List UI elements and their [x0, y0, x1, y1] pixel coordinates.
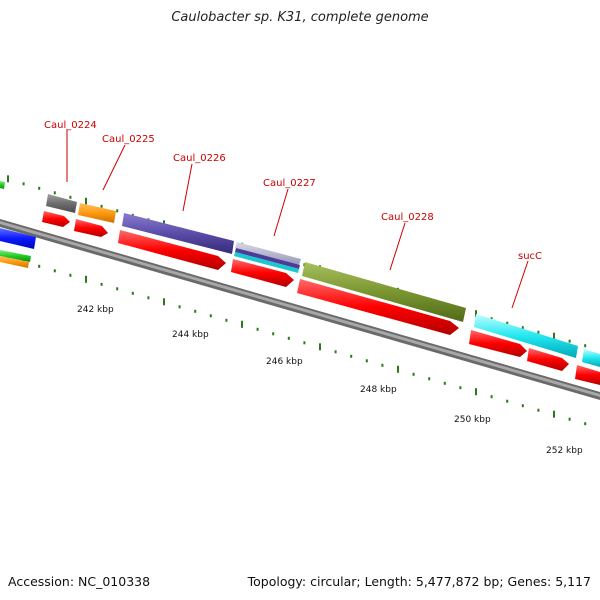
minor-tick-mark — [38, 186, 41, 190]
gene-caul-0227-low — [234, 252, 299, 273]
gene-caul-0227-mid — [235, 248, 300, 269]
major-tick-mark — [319, 343, 321, 351]
major-tick-mark — [553, 332, 555, 340]
minor-tick-mark — [147, 296, 150, 300]
minor-tick-mark — [568, 339, 571, 343]
minor-tick-mark — [584, 344, 587, 348]
major-tick-mark — [475, 310, 477, 318]
minor-tick-mark — [334, 350, 337, 354]
minor-tick-mark — [100, 282, 103, 286]
genome-backbone — [0, 219, 600, 400]
minor-tick-mark — [412, 372, 415, 376]
minor-tick-mark — [69, 195, 72, 199]
major-tick-mark — [85, 197, 87, 205]
scale-label: 248 kbp — [360, 385, 397, 395]
scale-labels: 242 kbp 244 kbp 246 kbp 248 kbp 250 kbp … — [77, 305, 583, 456]
gene-orange-lower-partial — [0, 256, 29, 268]
minor-tick-mark — [116, 209, 119, 213]
minor-tick-mark — [459, 386, 462, 390]
minor-tick-mark — [506, 321, 509, 325]
gene-labels: Caul_0224 Caul_0225 Caul_0226 Caul_0227 … — [44, 120, 542, 262]
minor-tick-mark — [537, 330, 540, 334]
major-tick-mark — [475, 388, 477, 396]
gene-caul-0228 — [302, 262, 466, 322]
minor-tick-mark — [506, 399, 509, 403]
gene-track — [0, 181, 600, 385]
minor-tick-mark — [100, 204, 103, 208]
cds-arrow — [118, 230, 226, 270]
minor-tick-mark — [521, 326, 524, 330]
minor-tick-mark — [381, 363, 384, 367]
gene-label: Caul_0227 — [263, 178, 316, 189]
minor-tick-mark — [178, 305, 181, 309]
gene-caul-0227 — [235, 242, 301, 265]
cds-arrow — [74, 219, 108, 237]
minor-tick-mark — [365, 359, 368, 363]
cds-arrow — [42, 211, 70, 227]
cds-arrow — [469, 330, 527, 357]
minor-tick-mark — [272, 332, 275, 336]
cds-arrow — [575, 365, 600, 385]
scale-label: 252 kbp — [546, 446, 583, 456]
major-tick-mark — [163, 298, 165, 306]
label-leaders — [66, 130, 529, 309]
gene-green-partial — [0, 181, 5, 189]
scale-label: 250 kbp — [454, 415, 491, 425]
gene-green-lower-partial — [0, 250, 31, 262]
major-tick-mark — [553, 410, 555, 418]
minor-tick-mark — [568, 417, 571, 421]
minor-tick-mark — [22, 182, 25, 186]
accession-text: Accession: NC_010338 — [8, 574, 151, 589]
minor-tick-mark — [537, 408, 540, 412]
major-tick-mark — [85, 275, 87, 283]
minor-tick-mark — [287, 336, 290, 340]
minor-tick-mark — [490, 317, 493, 321]
map-title: Caulobacter sp. K31, complete genome — [171, 10, 429, 25]
major-tick-mark — [397, 365, 399, 373]
gene-blue-partial — [0, 228, 36, 249]
cds-arrow — [297, 279, 459, 335]
minor-tick-mark — [131, 291, 134, 295]
minor-tick-mark — [443, 381, 446, 385]
minor-tick-mark — [38, 264, 41, 268]
scale-label: 244 kbp — [172, 330, 209, 340]
minor-tick-mark — [194, 309, 197, 313]
cds-arrow — [231, 259, 294, 287]
minor-tick-mark — [225, 318, 228, 322]
minor-tick-mark — [69, 273, 72, 277]
cds-arrow — [527, 348, 569, 371]
minor-tick-mark — [303, 341, 306, 345]
minor-tick-mark — [53, 191, 56, 195]
minor-tick-mark — [303, 263, 306, 267]
major-tick-mark — [241, 320, 243, 328]
gene-caul-0226 — [122, 213, 234, 254]
minor-tick-mark — [256, 327, 259, 331]
minor-tick-mark — [209, 314, 212, 318]
gene-label: Caul_0224 — [44, 120, 97, 131]
minor-tick-mark — [521, 404, 524, 408]
scale-label: 246 kbp — [266, 357, 303, 367]
minor-tick-mark — [584, 422, 587, 426]
minor-tick-mark — [428, 377, 431, 381]
major-tick-mark — [7, 175, 9, 183]
scale-label: 242 kbp — [77, 305, 114, 315]
gene-label: Caul_0225 — [102, 134, 155, 145]
minor-tick-mark — [490, 395, 493, 399]
minor-tick-mark — [53, 269, 56, 273]
minor-tick-mark — [350, 354, 353, 358]
genome-summary-text: Topology: circular; Length: 5,477,872 bp… — [247, 574, 591, 589]
gene-cyan-partial — [582, 349, 600, 367]
gene-caul-0225 — [78, 203, 116, 223]
gene-succ — [474, 314, 578, 358]
gene-caul-0224 — [46, 194, 77, 213]
gene-label: sucC — [518, 251, 542, 262]
gene-label: Caul_0226 — [173, 153, 226, 164]
minor-tick-mark — [116, 287, 119, 291]
gene-label: Caul_0228 — [381, 212, 434, 223]
